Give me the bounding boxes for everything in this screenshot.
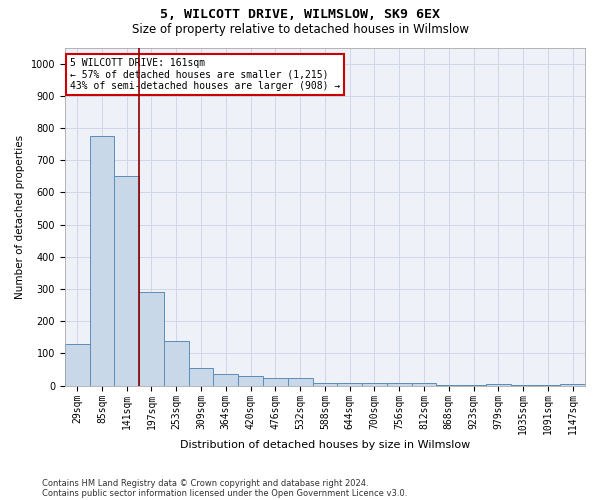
Bar	[238, 376, 263, 386]
Bar	[164, 340, 188, 386]
Bar	[511, 385, 535, 386]
Y-axis label: Number of detached properties: Number of detached properties	[15, 134, 25, 298]
Bar	[188, 368, 214, 386]
Bar	[263, 378, 288, 386]
X-axis label: Distribution of detached houses by size in Wilmslow: Distribution of detached houses by size …	[180, 440, 470, 450]
Bar	[560, 384, 585, 386]
Text: Contains HM Land Registry data © Crown copyright and database right 2024.: Contains HM Land Registry data © Crown c…	[42, 478, 368, 488]
Bar	[461, 385, 486, 386]
Bar	[65, 344, 89, 386]
Text: 5, WILCOTT DRIVE, WILMSLOW, SK9 6EX: 5, WILCOTT DRIVE, WILMSLOW, SK9 6EX	[160, 8, 440, 20]
Bar	[139, 292, 164, 386]
Bar	[535, 385, 560, 386]
Bar	[436, 385, 461, 386]
Bar	[214, 374, 238, 386]
Bar	[288, 378, 313, 386]
Text: Contains public sector information licensed under the Open Government Licence v3: Contains public sector information licen…	[42, 488, 407, 498]
Bar	[313, 383, 337, 386]
Bar	[387, 383, 412, 386]
Bar	[362, 383, 387, 386]
Text: Size of property relative to detached houses in Wilmslow: Size of property relative to detached ho…	[131, 22, 469, 36]
Bar	[337, 383, 362, 386]
Text: 5 WILCOTT DRIVE: 161sqm
← 57% of detached houses are smaller (1,215)
43% of semi: 5 WILCOTT DRIVE: 161sqm ← 57% of detache…	[70, 58, 340, 91]
Bar	[412, 383, 436, 386]
Bar	[115, 176, 139, 386]
Bar	[89, 136, 115, 386]
Bar	[486, 384, 511, 386]
